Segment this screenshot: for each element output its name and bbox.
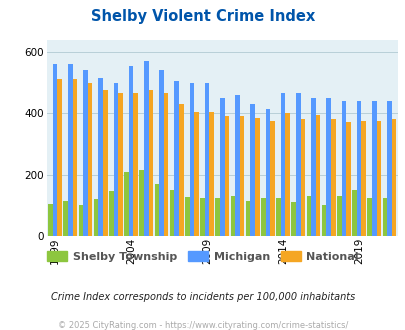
Bar xyxy=(321,205,326,236)
Bar xyxy=(391,119,395,236)
Bar xyxy=(382,198,386,236)
Text: Shelby Violent Crime Index: Shelby Violent Crime Index xyxy=(91,9,314,24)
Bar xyxy=(159,70,163,236)
Bar xyxy=(315,115,320,236)
Bar xyxy=(133,93,138,236)
Bar xyxy=(367,198,371,236)
Bar xyxy=(53,64,57,236)
Bar xyxy=(330,119,335,236)
Bar xyxy=(128,66,133,236)
Bar xyxy=(94,199,98,236)
Bar xyxy=(109,190,113,236)
Bar xyxy=(300,119,305,236)
Bar xyxy=(113,82,118,236)
Bar xyxy=(169,190,174,236)
Bar xyxy=(311,98,315,236)
Bar xyxy=(352,190,356,236)
Bar xyxy=(209,112,213,236)
Text: Crime Index corresponds to incidents per 100,000 inhabitants: Crime Index corresponds to incidents per… xyxy=(51,292,354,302)
Bar xyxy=(87,82,92,236)
Bar xyxy=(386,101,391,236)
Bar xyxy=(148,90,153,236)
Bar xyxy=(68,64,72,236)
Bar xyxy=(48,204,53,236)
Bar xyxy=(269,121,274,236)
Bar xyxy=(189,82,194,236)
Bar xyxy=(139,170,144,236)
Bar xyxy=(185,197,189,236)
Bar xyxy=(336,196,341,236)
Bar xyxy=(285,113,289,236)
Bar xyxy=(194,112,198,236)
Legend: Shelby Township, Michigan, National: Shelby Township, Michigan, National xyxy=(43,247,362,267)
Bar xyxy=(200,198,204,236)
Bar xyxy=(306,196,311,236)
Bar xyxy=(345,122,350,236)
Bar xyxy=(265,109,269,236)
Bar xyxy=(98,78,103,236)
Bar xyxy=(179,104,183,236)
Bar xyxy=(215,198,220,236)
Bar xyxy=(275,198,280,236)
Bar xyxy=(83,70,87,236)
Bar xyxy=(245,201,250,236)
Bar xyxy=(63,201,68,236)
Bar xyxy=(163,93,168,236)
Bar xyxy=(72,80,77,236)
Bar xyxy=(326,98,330,236)
Bar xyxy=(118,93,122,236)
Text: © 2025 CityRating.com - https://www.cityrating.com/crime-statistics/: © 2025 CityRating.com - https://www.city… xyxy=(58,321,347,330)
Bar xyxy=(376,121,380,236)
Bar xyxy=(174,81,179,236)
Bar xyxy=(220,98,224,236)
Bar xyxy=(360,121,365,236)
Bar xyxy=(250,104,254,236)
Bar xyxy=(371,101,376,236)
Bar xyxy=(124,172,128,236)
Bar xyxy=(291,202,295,236)
Bar xyxy=(224,116,228,236)
Bar xyxy=(254,118,259,236)
Bar xyxy=(154,184,159,236)
Bar xyxy=(144,61,148,236)
Bar xyxy=(234,95,239,236)
Bar xyxy=(79,205,83,236)
Bar xyxy=(341,101,345,236)
Bar xyxy=(356,101,360,236)
Bar xyxy=(260,198,265,236)
Bar xyxy=(204,82,209,236)
Bar xyxy=(239,116,244,236)
Bar xyxy=(57,80,62,236)
Bar xyxy=(295,93,300,236)
Bar xyxy=(280,93,285,236)
Bar xyxy=(230,196,234,236)
Bar xyxy=(103,90,107,236)
